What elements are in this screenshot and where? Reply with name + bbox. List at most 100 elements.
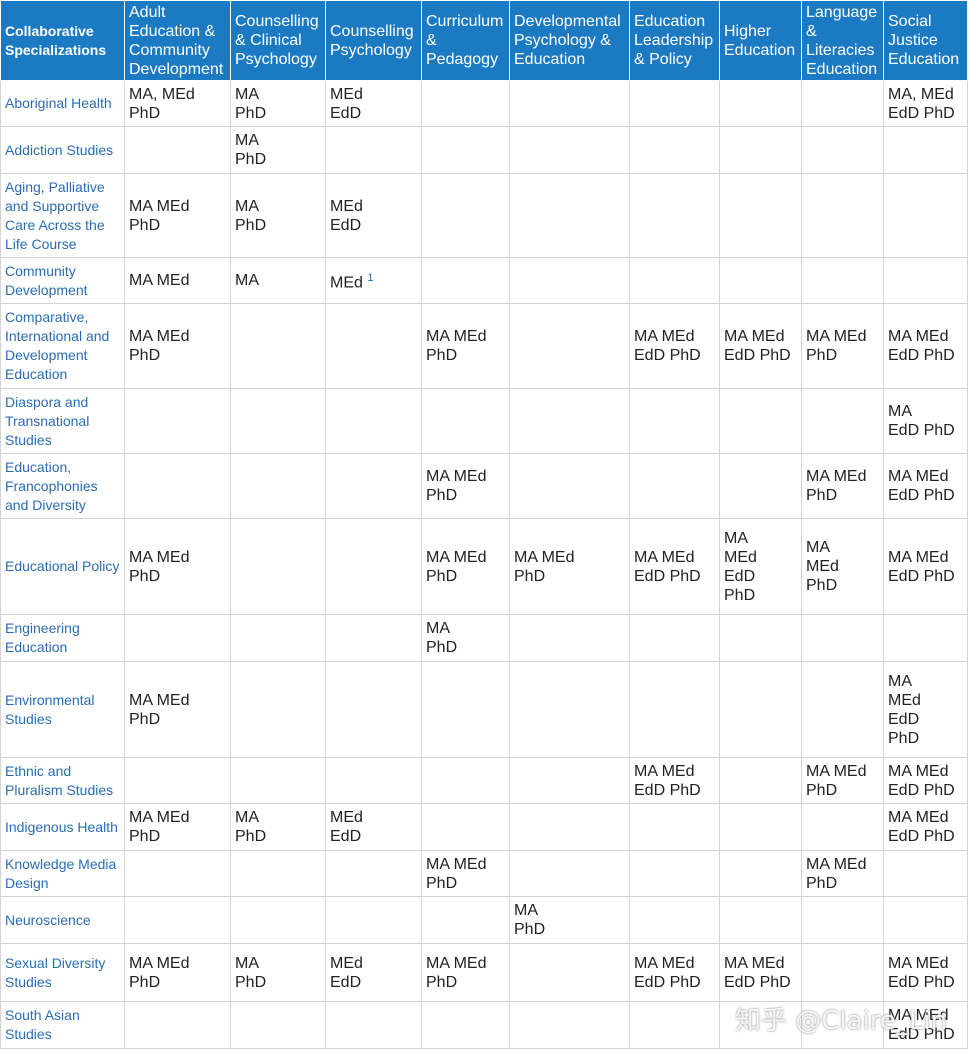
empty-cell xyxy=(801,803,884,851)
empty-cell xyxy=(230,453,326,519)
empty-cell xyxy=(801,614,884,662)
empty-cell xyxy=(124,1001,231,1049)
empty-cell xyxy=(719,257,802,304)
degree-cell: MA xyxy=(230,257,326,304)
empty-cell xyxy=(230,757,326,804)
empty-cell xyxy=(124,896,231,944)
empty-cell xyxy=(509,126,630,174)
degree-cell: MA MEd PhD xyxy=(801,518,884,615)
degree-cell: MA MEd PhD xyxy=(421,850,510,897)
empty-cell xyxy=(883,614,968,662)
specialization-name: Indigenous Health xyxy=(0,803,125,851)
empty-cell xyxy=(509,757,630,804)
empty-cell xyxy=(629,1001,720,1049)
empty-cell xyxy=(719,126,802,174)
specialization-name: Ethnic and Pluralism Studies xyxy=(0,757,125,804)
empty-cell xyxy=(801,257,884,304)
empty-cell xyxy=(325,303,422,389)
empty-cell xyxy=(124,453,231,519)
empty-cell xyxy=(421,126,510,174)
footnote-mark: 1 xyxy=(367,271,374,284)
empty-cell xyxy=(325,614,422,662)
degree-cell: MA PhD xyxy=(509,896,630,944)
degree-cell: MA MEd PhD xyxy=(801,453,884,519)
watermark: 知乎 @Claire_Lin xyxy=(735,1006,948,1036)
empty-cell xyxy=(421,388,510,454)
specialization-name: Addiction Studies xyxy=(0,126,125,174)
empty-cell xyxy=(509,80,630,127)
specialization-name: Neuroscience xyxy=(0,896,125,944)
empty-cell xyxy=(629,126,720,174)
degree-cell: MA, MEd PhD xyxy=(124,80,231,127)
empty-cell xyxy=(124,850,231,897)
empty-cell xyxy=(421,896,510,944)
degree-cell: MA MEd PhD xyxy=(124,303,231,389)
degree-cell: MA MEd PhD xyxy=(421,518,510,615)
header-cell: Counselling & Clinical Psychology xyxy=(230,0,326,81)
empty-cell xyxy=(325,388,422,454)
specialization-name: Education, Francophonies and Diversity xyxy=(0,453,125,519)
empty-cell xyxy=(719,614,802,662)
header-cell: Language & Literacies Education xyxy=(801,0,884,81)
empty-cell xyxy=(509,803,630,851)
empty-cell xyxy=(421,257,510,304)
empty-cell xyxy=(509,661,630,758)
empty-cell xyxy=(801,126,884,174)
specialization-name: Sexual Diversity Studies xyxy=(0,943,125,1002)
empty-cell xyxy=(719,80,802,127)
degree-cell: MEd EdD xyxy=(325,943,422,1002)
specialization-name: Environmental Studies xyxy=(0,661,125,758)
empty-cell xyxy=(421,803,510,851)
table-row: Comparative, International and Developme… xyxy=(0,303,968,389)
empty-cell xyxy=(325,850,422,897)
specialization-name: Aging, Palliative and Supportive Care Ac… xyxy=(0,173,125,258)
degree-cell: MA PhD xyxy=(421,614,510,662)
empty-cell xyxy=(230,518,326,615)
degree-cell: MA MEd PhD xyxy=(801,850,884,897)
empty-cell xyxy=(421,661,510,758)
empty-cell xyxy=(325,126,422,174)
degree-cell: MA MEd EdD PhD xyxy=(883,303,968,389)
table-row: South Asian Studies MA MEd EdD PhD xyxy=(0,1001,968,1049)
table-row: Aboriginal Health MA, MEd PhD MA PhD MEd Ed… xyxy=(0,80,968,127)
empty-cell xyxy=(801,661,884,758)
empty-cell xyxy=(325,453,422,519)
degree-cell: MA MEd PhD xyxy=(421,453,510,519)
degree-cell: MA MEd EdD PhD xyxy=(719,518,802,615)
degree-cell: MA PhD xyxy=(230,126,326,174)
degree-cell: MA PhD xyxy=(230,173,326,258)
degree-cell: MEd EdD xyxy=(325,80,422,127)
empty-cell xyxy=(883,850,968,897)
empty-cell xyxy=(629,453,720,519)
empty-cell xyxy=(801,388,884,454)
empty-cell xyxy=(719,1001,802,1049)
empty-cell xyxy=(629,850,720,897)
table-row: Education, Francophonies and Diversity MA… xyxy=(0,453,968,519)
degree-cell: MA PhD xyxy=(230,80,326,127)
specialization-name: Comparative, International and Developme… xyxy=(0,303,125,389)
degree-cell: MA MEd EdD PhD xyxy=(629,943,720,1002)
empty-cell xyxy=(629,80,720,127)
empty-cell xyxy=(421,80,510,127)
empty-cell xyxy=(801,1001,884,1049)
specialization-name: Community Development xyxy=(0,257,125,304)
empty-cell xyxy=(509,453,630,519)
degree-cell: MA MEd EdD PhD xyxy=(883,661,968,758)
degree-cell: MA MEd PhD xyxy=(421,943,510,1002)
degree-cell: MA MEd PhD xyxy=(124,661,231,758)
table-row: Ethnic and Pluralism Studies MA MEd EdD P… xyxy=(0,757,968,804)
empty-cell xyxy=(325,661,422,758)
degree-cell: MA PhD xyxy=(230,943,326,1002)
table-row: Aging, Palliative and Supportive Care Ac… xyxy=(0,173,968,258)
empty-cell xyxy=(719,757,802,804)
empty-cell xyxy=(509,614,630,662)
empty-cell xyxy=(719,661,802,758)
empty-cell xyxy=(230,388,326,454)
degree-cell: MEd 1 xyxy=(325,257,422,304)
empty-cell xyxy=(629,896,720,944)
header-cell: Counselling Psychology xyxy=(325,0,422,81)
empty-cell xyxy=(719,896,802,944)
degree-cell: MA MEd PhD xyxy=(124,518,231,615)
empty-cell xyxy=(719,803,802,851)
